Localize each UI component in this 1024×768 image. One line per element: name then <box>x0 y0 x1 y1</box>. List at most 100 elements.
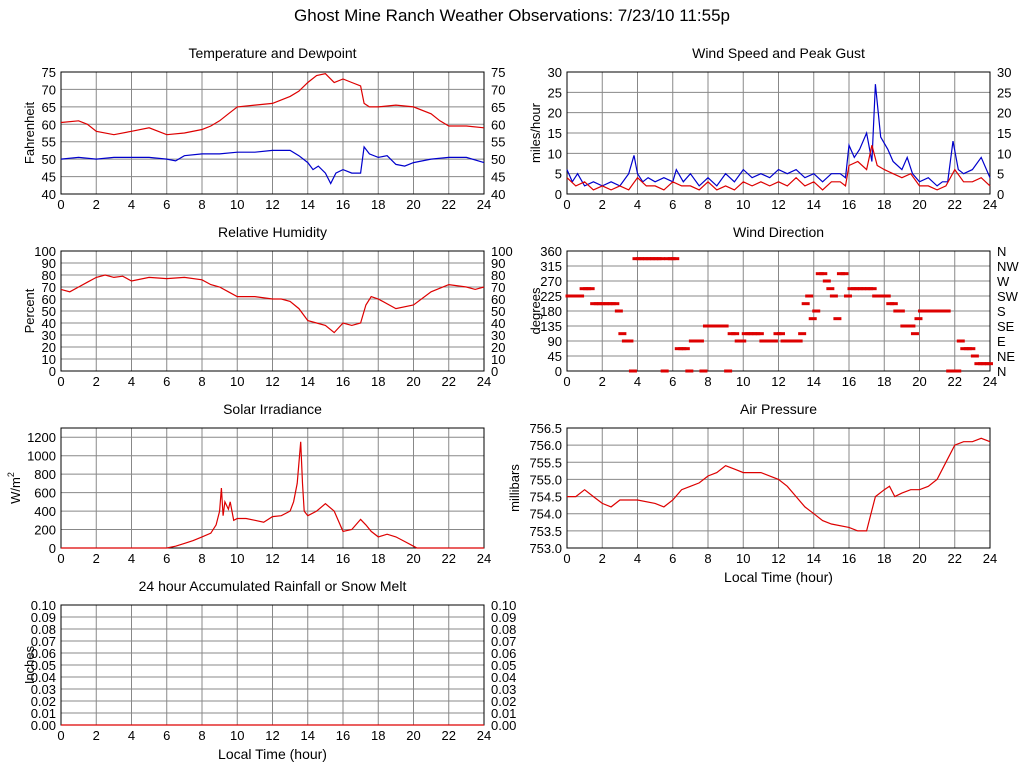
direction-point <box>685 369 694 373</box>
y-tick-label-right: 30 <box>997 65 1011 80</box>
y-tick-label-right: 30 <box>491 328 505 343</box>
x-tick-label: 20 <box>406 551 420 566</box>
y-tick-label-right: 0 <box>491 364 498 379</box>
x-tick-label: 16 <box>336 728 350 743</box>
y-tick-label: 40 <box>42 187 56 202</box>
x-tick-label: 4 <box>634 551 641 566</box>
y-tick-label-right: 40 <box>491 187 505 202</box>
direction-point <box>671 257 680 261</box>
x-tick-label: 2 <box>599 374 606 389</box>
y-axis-label-text: W/m <box>8 477 23 504</box>
y-tick-label: 15 <box>548 126 562 141</box>
x-tick-label: 22 <box>442 551 456 566</box>
x-tick-label: 24 <box>983 197 997 212</box>
chart-title: 24 hour Accumulated Rainfall or Snow Mel… <box>139 578 407 594</box>
direction-point <box>586 287 595 291</box>
y-axis-label-text: degrees <box>528 287 543 334</box>
x-tick-label: 10 <box>230 551 244 566</box>
x-tick-label: 24 <box>477 197 491 212</box>
direction-point <box>829 294 838 298</box>
y-tick-label: 756.5 <box>529 421 562 436</box>
temp-series-1-line <box>60 145 485 185</box>
x-tick-label: 2 <box>93 728 100 743</box>
x-tick-label: 20 <box>912 374 926 389</box>
y-tick-label: 90 <box>548 334 562 349</box>
rain-chart: 24 hour Accumulated Rainfall or Snow Mel… <box>22 578 516 762</box>
x-tick-label: 0 <box>57 728 64 743</box>
x-tick-label: 4 <box>128 551 135 566</box>
y-tick-label: 270 <box>540 274 562 289</box>
x-tick-label: 0 <box>57 197 64 212</box>
y-tick-label: 754.5 <box>529 490 562 505</box>
y-tick-label-right: NE <box>997 349 1015 364</box>
x-tick-label: 12 <box>265 197 279 212</box>
x-tick-label: 4 <box>634 374 641 389</box>
x-tick-label: 2 <box>93 551 100 566</box>
x-tick-label: 4 <box>128 728 135 743</box>
y-tick-label: 55 <box>42 135 56 150</box>
y-axis-label: Fahrenheit <box>22 102 37 165</box>
y-tick-label: 0.08 <box>31 622 56 637</box>
x-tick-label: 6 <box>669 374 676 389</box>
chart-title: Relative Humidity <box>218 224 327 240</box>
y-tick-label: 5 <box>555 167 562 182</box>
x-tick-label: 18 <box>877 374 891 389</box>
y-tick-label: 754.0 <box>529 507 562 522</box>
direction-point <box>967 347 976 351</box>
y-tick-label: 25 <box>548 85 562 100</box>
direction-point <box>660 369 669 373</box>
x-tick-label: 14 <box>807 374 821 389</box>
direction-point <box>808 317 817 321</box>
y-tick-label-right: 70 <box>491 280 505 295</box>
x-tick-label: 22 <box>948 197 962 212</box>
x-tick-label: 8 <box>198 197 205 212</box>
wind-series-1-line <box>566 145 991 191</box>
y-axis-label: millibars <box>507 464 522 512</box>
y-tick-label-right: SW <box>997 289 1019 304</box>
y-tick-label-right: 5 <box>997 167 1004 182</box>
direction-point <box>953 369 962 373</box>
x-tick-label: 4 <box>128 197 135 212</box>
pressure-series-0-line <box>567 437 991 532</box>
y-tick-label: 0.07 <box>31 634 56 649</box>
x-tick-label: 20 <box>406 197 420 212</box>
y-tick-label: 0.05 <box>31 658 56 673</box>
direction-point <box>819 272 828 276</box>
x-tick-label: 8 <box>704 551 711 566</box>
x-tick-label: 24 <box>477 374 491 389</box>
y-tick-label-right: SE <box>997 319 1015 334</box>
y-tick-label-right: 0.09 <box>491 610 516 625</box>
y-tick-label: 1000 <box>27 449 56 464</box>
direction-point <box>882 294 891 298</box>
x-tick-label: 14 <box>301 197 315 212</box>
direction-point <box>699 369 708 373</box>
x-tick-label: 16 <box>842 197 856 212</box>
y-axis-label: Inches <box>22 645 37 684</box>
y-axis-label-text: Percent <box>22 288 37 333</box>
chart-title: Solar Irradiance <box>223 401 322 417</box>
y-tick-label: 50 <box>42 152 56 167</box>
y-tick-label: 30 <box>548 65 562 80</box>
y-tick-label: 200 <box>34 523 56 538</box>
plot-frame <box>60 71 485 195</box>
x-tick-label: 12 <box>771 551 785 566</box>
y-axis-label-text: Inches <box>22 645 37 684</box>
x-tick-label: 22 <box>442 374 456 389</box>
y-axis-label: miles/hour <box>528 102 543 163</box>
y-tick-label-right: 10 <box>491 352 505 367</box>
y-axis-label-text: miles/hour <box>528 102 543 163</box>
x-tick-label: 14 <box>301 374 315 389</box>
y-tick-label: 0.03 <box>31 682 56 697</box>
plot-frame <box>60 427 485 549</box>
x-axis-label: Local Time (hour) <box>218 746 327 762</box>
direction-point <box>681 347 690 351</box>
direction-point <box>731 332 740 336</box>
y-tick-label: 800 <box>34 467 56 482</box>
y-tick-label-right: S <box>997 304 1006 319</box>
y-tick-label: 135 <box>540 319 562 334</box>
y-tick-label-right: 50 <box>491 304 505 319</box>
x-tick-label: 14 <box>301 551 315 566</box>
x-tick-label: 20 <box>912 197 926 212</box>
